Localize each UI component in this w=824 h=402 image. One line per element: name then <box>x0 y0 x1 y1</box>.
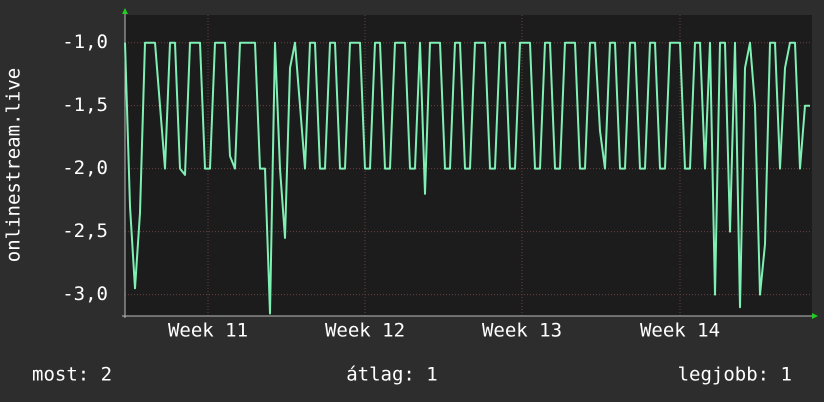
data-line <box>124 41 810 315</box>
axis-arrow <box>812 313 818 319</box>
x-tick-label: Week 14 <box>640 320 720 342</box>
axis-arrow <box>122 8 128 14</box>
y-tick-label: -2,0 <box>62 157 108 179</box>
y-tick-label: -3,0 <box>62 283 108 305</box>
y-tick-label: -2,5 <box>62 220 108 242</box>
stat-average: átlag: 1 <box>346 364 438 386</box>
x-tick-label: Week 12 <box>325 320 405 342</box>
y-tick-label: -1,0 <box>62 31 108 53</box>
y-tick-label: -1,5 <box>62 94 108 116</box>
x-tick-label: Week 11 <box>168 320 248 342</box>
x-tick-label: Week 13 <box>482 320 562 342</box>
stat-best: legjobb: 1 <box>678 364 792 386</box>
y-axis-label: onlinestream.live <box>3 68 25 262</box>
stat-current: most: 2 <box>32 364 112 386</box>
